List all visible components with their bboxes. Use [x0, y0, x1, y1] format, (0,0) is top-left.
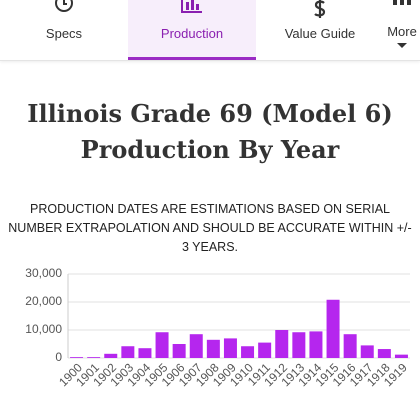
bar	[258, 342, 272, 358]
tab-label: Production	[160, 26, 224, 41]
y-tick-label: 20,000	[25, 294, 62, 308]
bar	[292, 332, 306, 358]
bar	[155, 332, 169, 358]
tab-label: Value Guide	[284, 26, 356, 41]
dollar-icon	[314, 0, 326, 18]
more-icon	[393, 0, 411, 5]
bar	[121, 346, 135, 358]
tab-label: More	[387, 24, 417, 39]
chart-icon	[181, 0, 202, 13]
bar	[87, 357, 101, 358]
y-tick-label: 10,000	[25, 322, 62, 336]
bar	[275, 330, 289, 358]
bar	[309, 331, 323, 358]
bar	[206, 339, 220, 358]
tab-label: Specs	[45, 26, 83, 41]
tab-bar: Specs Production Value Guide More	[0, 0, 420, 61]
y-tick-label: 0	[55, 350, 62, 364]
bar	[326, 299, 340, 358]
bar	[377, 349, 391, 358]
tab[interactable]: More	[384, 0, 420, 60]
bar	[104, 353, 118, 358]
chart: 010,00020,00030,000190019011902190319041…	[25, 266, 410, 389]
y-tick-label: 30,000	[25, 266, 62, 280]
dropdown-arrow	[397, 43, 407, 48]
bar	[360, 345, 374, 358]
tab[interactable]: Specs	[0, 0, 128, 60]
bar	[70, 357, 84, 358]
bar	[223, 338, 237, 358]
bar	[343, 334, 357, 358]
bar	[241, 346, 255, 358]
bar	[394, 354, 408, 358]
clock-icon	[55, 0, 73, 12]
chart-title: Illinois Grade 69 (Model 6) Production B…	[27, 99, 393, 164]
chart-subtitle: PRODUCTION DATES ARE ESTIMATIONS BASED O…	[8, 202, 412, 254]
bar	[138, 348, 152, 358]
tab[interactable]: Value Guide	[256, 0, 384, 60]
bar	[189, 334, 203, 358]
bar	[172, 344, 186, 358]
tab[interactable]: Production	[128, 0, 256, 60]
